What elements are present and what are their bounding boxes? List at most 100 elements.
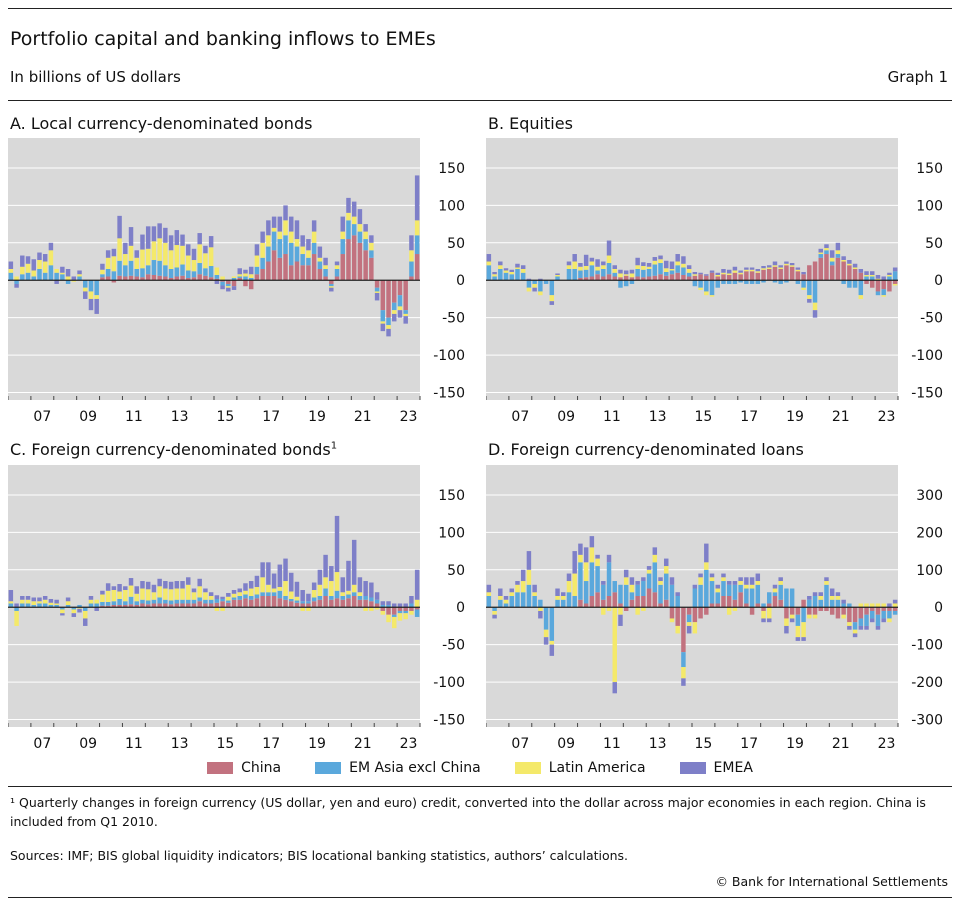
bar-segment-emea <box>692 271 698 275</box>
bar-segment-em-asia-excl-china <box>186 270 191 278</box>
bar-segment-latin-america <box>549 295 555 302</box>
bar-segment-emea <box>709 573 715 578</box>
bar-segment-emea <box>306 593 311 602</box>
bar-segment-latin-america <box>618 273 623 278</box>
bar-segment-emea <box>549 301 555 305</box>
bar-segment-emea <box>515 263 520 268</box>
legend-swatch-latin-america <box>514 762 541 774</box>
bar-segment-emea <box>123 586 128 591</box>
bar-segment-emea <box>20 255 25 267</box>
y-tick-label: 100 <box>916 563 943 579</box>
y-tick-label: 0 <box>456 600 465 616</box>
bar-segment-latin-america <box>168 589 174 601</box>
bar-segment-emea <box>289 216 294 232</box>
bar-segment-latin-america <box>566 581 572 593</box>
bar-segment-china <box>755 603 761 608</box>
bar-segment-emea <box>664 260 669 269</box>
bar-segment-latin-america <box>692 622 698 634</box>
bar-segment-latin-america <box>191 260 197 272</box>
bar-segment-china <box>744 603 749 608</box>
bar-segment-em-asia-excl-china <box>767 592 772 604</box>
bar-segment-latin-america <box>65 276 71 281</box>
bar-segment-em-asia-excl-china <box>618 280 623 288</box>
bar-segment-em-asia-excl-china <box>409 261 414 277</box>
bar-segment-latin-america <box>20 599 25 604</box>
bar-segment-emea <box>363 581 368 596</box>
bar-segment-emea <box>48 242 54 251</box>
bar-segment-latin-america <box>664 268 669 272</box>
bar-segment-latin-america <box>892 603 898 608</box>
bar-segment-em-asia-excl-china <box>231 597 237 600</box>
bar-segment-latin-america <box>140 588 145 600</box>
bar-segment-latin-america <box>847 263 852 266</box>
x-tick-label: 15 <box>695 736 713 752</box>
bar-segment-china <box>589 276 595 281</box>
bar-segment-china <box>186 603 191 608</box>
bar-segment-latin-america <box>772 265 778 267</box>
bar-segment-emea <box>283 205 288 221</box>
bar-segment-china <box>801 599 806 608</box>
bar-segment-latin-america <box>409 610 414 615</box>
bar-segment-latin-america <box>704 562 709 570</box>
bar-segment-china <box>772 266 778 281</box>
bar-segment-latin-america <box>807 295 812 299</box>
y-tick-label: 150 <box>438 488 465 504</box>
bar-segment-em-asia-excl-china <box>623 280 629 287</box>
bar-segment-china <box>612 592 617 608</box>
bar-segment-china <box>755 272 761 281</box>
bar-segment-china <box>351 235 357 281</box>
bar-segment-latin-america <box>60 609 65 614</box>
bar-segment-em-asia-excl-china <box>841 280 846 284</box>
bar-segment-latin-america <box>744 584 749 589</box>
bar-segment-latin-america <box>749 269 755 272</box>
legend-item-latin-america: Latin America <box>514 760 646 776</box>
bar-segment-em-asia-excl-china <box>709 581 715 604</box>
bar-segment-china <box>311 601 317 608</box>
bar-segment-emea <box>778 577 783 582</box>
bar-segment-em-asia-excl-china <box>847 280 852 288</box>
bar-segment-china <box>767 269 772 281</box>
x-tick-label: 09 <box>557 736 575 752</box>
bar-segment-latin-america <box>784 263 789 266</box>
bar-segment-em-asia-excl-china <box>726 280 732 284</box>
bar-segment-em-asia-excl-china <box>220 598 225 602</box>
panel-a-title: A. Local currency-denominated bonds <box>10 114 312 133</box>
bar-segment-em-asia-excl-china <box>715 592 720 604</box>
bar-segment-em-asia-excl-china <box>237 596 242 600</box>
bar-segment-china <box>864 607 869 615</box>
bar-segment-latin-america <box>675 261 680 266</box>
bar-segment-emea <box>664 558 669 567</box>
legend-swatch-em-asia <box>315 762 342 774</box>
bar-segment-china <box>807 265 812 281</box>
bar-segment-emea <box>60 613 65 616</box>
bar-segment-china <box>414 254 420 281</box>
bar-segment-china <box>157 603 162 608</box>
bar-segment-china <box>346 598 351 608</box>
bar-segment-latin-america <box>589 261 595 266</box>
bar-segment-emea <box>300 235 305 247</box>
bar-segment-emea <box>340 577 345 593</box>
bar-segment-latin-america <box>71 280 77 282</box>
bar-segment-latin-america <box>226 286 231 288</box>
bar-segment-emea <box>870 271 875 275</box>
bar-segment-emea <box>88 298 94 311</box>
bar-segment-emea <box>31 259 36 271</box>
bar-segment-em-asia-excl-china <box>749 280 755 284</box>
bar-segment-latin-america <box>538 291 543 296</box>
bar-segment-latin-america <box>795 625 801 638</box>
bar-segment-latin-america <box>20 266 25 275</box>
bar-segment-latin-america <box>589 547 595 563</box>
bar-segment-emea <box>658 577 663 582</box>
bar-segment-china <box>174 276 180 281</box>
footnote-marker: 1 <box>330 440 338 452</box>
bar-segment-china <box>403 280 408 311</box>
bar-segment-latin-america <box>346 212 351 221</box>
bar-segment-emea <box>623 569 629 578</box>
legend-swatch-china <box>207 762 234 774</box>
bar-segment-latin-america <box>658 259 663 264</box>
bar-segment-latin-america <box>618 607 623 615</box>
bar-segment-latin-america <box>532 283 537 288</box>
bar-segment-china <box>824 254 829 281</box>
bar-segment-emea <box>8 261 14 269</box>
bar-segment-emea <box>498 588 503 596</box>
